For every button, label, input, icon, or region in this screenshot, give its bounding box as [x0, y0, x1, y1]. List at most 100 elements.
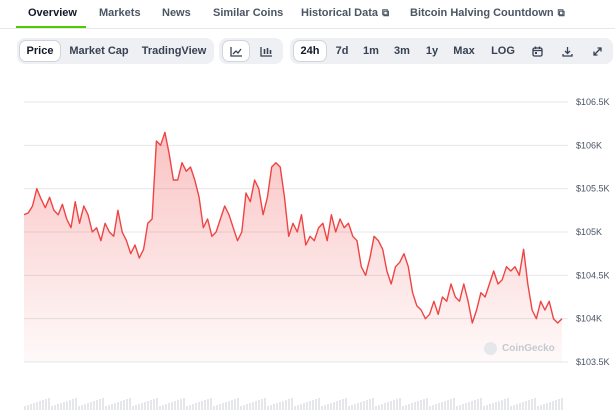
- volume-bar: [153, 399, 155, 410]
- tab-markets[interactable]: Markets: [99, 7, 141, 19]
- tab-historical-data-label: Historical Data: [301, 7, 379, 19]
- volume-bar: [459, 405, 461, 410]
- volume-bar: [24, 406, 26, 410]
- volume-bar: [552, 401, 554, 410]
- volume-bar: [375, 406, 377, 410]
- volume-bar: [117, 402, 119, 410]
- tab-similar-coins[interactable]: Similar Coins: [213, 7, 284, 19]
- volume-bar: [423, 399, 425, 410]
- tab-overview[interactable]: Overview: [28, 7, 77, 19]
- fullscreen-icon[interactable]: [586, 41, 608, 61]
- y-tick-label: $104K: [576, 314, 602, 324]
- volume-bar: [342, 399, 344, 410]
- volume-bar: [60, 403, 62, 410]
- y-tick-label: $106.5K: [576, 97, 610, 107]
- volume-bar: [432, 405, 434, 410]
- volume-bar: [261, 399, 263, 410]
- time-range-selector: 24h 7d 1m 3m 1y Max LOG: [290, 38, 613, 64]
- volume-bar: [396, 399, 398, 410]
- volume-bar: [258, 400, 260, 410]
- tab-bitcoin-halving-countdown[interactable]: Bitcoin Halving Countdown ⧉: [410, 7, 565, 19]
- volume-bar: [111, 404, 113, 410]
- volume-bar: [75, 398, 77, 410]
- volume-bar: [336, 401, 338, 410]
- volume-bar: [360, 402, 362, 410]
- tab-historical-data[interactable]: Historical Data ⧉: [301, 7, 389, 19]
- volume-bar: [216, 405, 218, 410]
- range-24h-button[interactable]: 24h: [294, 41, 326, 61]
- range-1m-button[interactable]: 1m: [363, 45, 379, 57]
- line-chart-icon[interactable]: [223, 41, 249, 61]
- volume-bar: [546, 403, 548, 410]
- volume-bar: [180, 399, 182, 410]
- volume-bar: [477, 399, 479, 410]
- volume-bar: [171, 402, 173, 410]
- volume-bar: [78, 406, 80, 410]
- volume-bar: [522, 402, 524, 410]
- volume-bar: [195, 403, 197, 410]
- range-7d-button[interactable]: 7d: [335, 45, 349, 57]
- volume-bar: [264, 398, 266, 410]
- tab-news[interactable]: News: [162, 7, 191, 19]
- volume-bar: [108, 405, 110, 410]
- range-1y-button[interactable]: 1y: [425, 45, 439, 57]
- calendar-icon[interactable]: [526, 41, 548, 61]
- volume-bar: [300, 404, 302, 410]
- volume-bar: [306, 402, 308, 410]
- volume-bar: [444, 401, 446, 410]
- log-scale-button[interactable]: LOG: [491, 45, 515, 57]
- tradingview-button[interactable]: TradingView: [141, 45, 207, 57]
- y-tick-label: $106K: [576, 140, 602, 150]
- volume-bar: [366, 400, 368, 410]
- coingecko-watermark: CoinGecko: [484, 342, 555, 355]
- volume-bar: [468, 402, 470, 410]
- range-3m-button[interactable]: 3m: [394, 45, 410, 57]
- range-max-button[interactable]: Max: [453, 45, 475, 57]
- volume-bar: [204, 400, 206, 410]
- volume-bar: [474, 400, 476, 410]
- volume-bar: [309, 401, 311, 410]
- volume-bar: [351, 405, 353, 410]
- volume-bar: [561, 398, 563, 410]
- volume-bar: [120, 401, 122, 410]
- volume-bar: [501, 400, 503, 410]
- volume-bar: [72, 399, 74, 410]
- volume-bar: [315, 399, 317, 410]
- download-icon[interactable]: [556, 41, 578, 61]
- volume-bar: [531, 399, 533, 410]
- price-area: [24, 132, 562, 362]
- volume-bar: [435, 404, 437, 410]
- volume-bar: [528, 400, 530, 410]
- volume-bar: [363, 401, 365, 410]
- volume-bar: [270, 405, 272, 410]
- volume-bar: [414, 402, 416, 410]
- volume-bar: [312, 400, 314, 410]
- y-tick-label: $103.5K: [576, 357, 610, 367]
- volume-bar: [504, 399, 506, 410]
- volume-bar: [267, 406, 269, 410]
- volume-bar: [447, 400, 449, 410]
- price-button[interactable]: Price: [20, 41, 60, 61]
- volume-bar: [147, 401, 149, 410]
- external-link-icon: ⧉: [557, 8, 565, 19]
- volume-bar: [228, 401, 230, 410]
- volume-bar: [150, 400, 152, 410]
- volume-bar: [387, 402, 389, 410]
- price-chart[interactable]: $106.5K $106K $105.5K $105K $104.5K $104K $103…: [0, 78, 615, 383]
- volume-bar: [234, 399, 236, 410]
- volume-bar: [288, 399, 290, 410]
- volume-bar: [369, 399, 371, 410]
- volume-bar: [63, 402, 65, 410]
- volume-bar: [177, 400, 179, 410]
- volume-bar: [549, 402, 551, 410]
- volume-bar: [534, 398, 536, 410]
- market-cap-button[interactable]: Market Cap: [69, 45, 129, 57]
- volume-bar: [102, 398, 104, 410]
- candlestick-chart-icon[interactable]: [253, 41, 279, 61]
- volume-bar: [237, 398, 239, 410]
- volume-bar: [138, 404, 140, 410]
- volume-bar: [324, 405, 326, 410]
- volume-bar: [231, 400, 233, 410]
- coingecko-logo-icon: [484, 342, 497, 355]
- volume-bar: [327, 404, 329, 410]
